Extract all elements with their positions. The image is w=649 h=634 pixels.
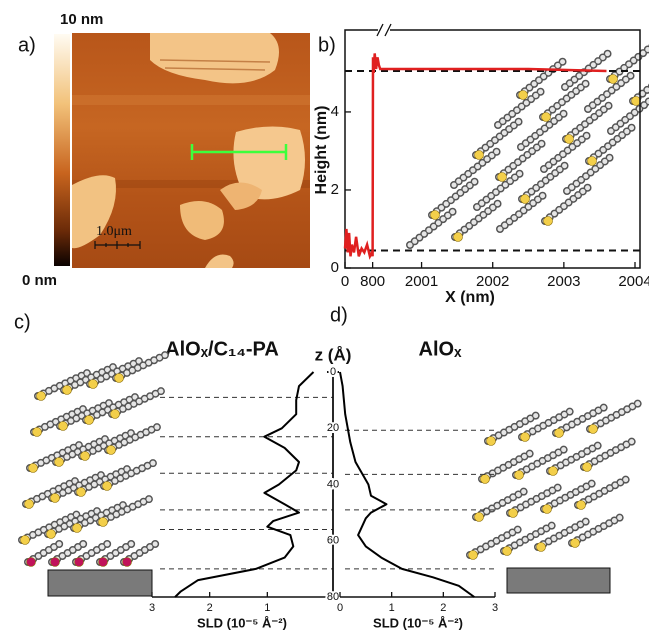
- head-group: [21, 536, 30, 545]
- head-group: [123, 558, 132, 567]
- sld-profile: [340, 372, 474, 597]
- x-tick-label: 800: [360, 273, 385, 290]
- head-group: [75, 558, 84, 567]
- y-tick-label: 2: [331, 181, 339, 198]
- head-group: [37, 392, 46, 401]
- y-tick-label: 0: [330, 366, 336, 378]
- head-group: [509, 509, 518, 518]
- head-group: [498, 173, 507, 182]
- chain: [633, 67, 649, 101]
- head-group: [103, 482, 112, 491]
- head-group: [487, 437, 496, 446]
- panel-label: c): [14, 311, 31, 333]
- panel-label: d): [330, 304, 348, 326]
- head-group: [515, 471, 524, 480]
- x-tick-label: 0: [341, 273, 349, 290]
- head-group: [583, 463, 592, 472]
- head-group: [99, 558, 108, 567]
- x-axis-label: X (nm): [445, 289, 495, 306]
- head-group: [51, 494, 60, 503]
- head-group: [609, 75, 618, 84]
- head-group: [519, 91, 528, 100]
- head-group: [89, 380, 98, 389]
- colorbar: [54, 34, 70, 266]
- y-tick-label: 60: [327, 535, 339, 547]
- head-group: [565, 135, 574, 144]
- x-tick-label: 3: [492, 602, 498, 614]
- head-group: [475, 151, 484, 160]
- x-tick-label: 2004: [618, 273, 649, 290]
- head-group: [475, 513, 484, 522]
- substrate: [507, 568, 610, 593]
- x-tick-label: 2001: [405, 273, 438, 290]
- head-group: [632, 97, 641, 106]
- head-group: [481, 475, 490, 484]
- head-group: [431, 211, 440, 220]
- head-group: [111, 410, 120, 419]
- x-tick-label: 2002: [476, 273, 509, 290]
- head-group: [47, 530, 56, 539]
- head-group: [503, 547, 512, 556]
- y-axis-label: Height (nm): [313, 106, 330, 195]
- head-group: [537, 543, 546, 552]
- head-group: [542, 113, 551, 122]
- x-tick-label: 1: [264, 602, 270, 614]
- sld-profile: [175, 372, 313, 597]
- y-tick-label: 20: [327, 422, 339, 434]
- head-group: [107, 446, 116, 455]
- chart-title: AlOₓ/C₁₄-PA: [165, 338, 279, 360]
- z-axis-label: z (Å): [315, 345, 352, 364]
- chart-title: AlOₓ: [419, 338, 463, 360]
- head-group: [99, 518, 108, 527]
- head-group: [59, 422, 68, 431]
- head-group: [33, 428, 42, 437]
- head-group: [81, 452, 90, 461]
- head-group: [29, 464, 38, 473]
- figure: a) 10 nm 0 nm 1.0μm b) Height (nm) X (nm…: [0, 0, 649, 634]
- head-group: [543, 505, 552, 514]
- x-tick-label: 1: [389, 602, 395, 614]
- head-group: [469, 551, 478, 560]
- head-group: [544, 217, 553, 226]
- colorbar-max: 10 nm: [60, 11, 103, 28]
- head-group: [588, 157, 597, 166]
- head-group: [521, 433, 530, 442]
- head-group: [55, 458, 64, 467]
- y-tick-label: 40: [327, 478, 339, 490]
- x-tick-label: 2: [440, 602, 446, 614]
- panel-label: a): [18, 34, 36, 56]
- head-group: [115, 374, 124, 383]
- scale-bar-label: 1.0μm: [96, 224, 132, 239]
- head-group: [589, 425, 598, 434]
- colorbar-min: 0 nm: [22, 272, 57, 289]
- x-axis-label: SLD (10⁻⁵ Å⁻²): [197, 615, 287, 630]
- x-tick-label: 2: [207, 602, 213, 614]
- head-group: [85, 416, 94, 425]
- y-tick-label: 0: [331, 259, 339, 276]
- x-axis-label: SLD (10⁻⁵ Å⁻²): [373, 615, 463, 630]
- head-group: [571, 539, 580, 548]
- head-group: [73, 524, 82, 533]
- head-group: [555, 429, 564, 438]
- head-group: [27, 558, 36, 567]
- head-group: [454, 233, 463, 242]
- panel-label: b): [318, 34, 336, 56]
- head-group: [77, 488, 86, 497]
- head-group: [577, 501, 586, 510]
- head-group: [51, 558, 60, 567]
- x-tick-label: 0: [337, 602, 343, 614]
- y-tick-label: 4: [331, 103, 339, 120]
- x-tick-label: 2003: [547, 273, 580, 290]
- head-group: [25, 500, 34, 509]
- substrate: [48, 570, 152, 596]
- head-group: [63, 386, 72, 395]
- x-tick-label: 3: [149, 602, 155, 614]
- head-group: [521, 195, 530, 204]
- head-group: [549, 467, 558, 476]
